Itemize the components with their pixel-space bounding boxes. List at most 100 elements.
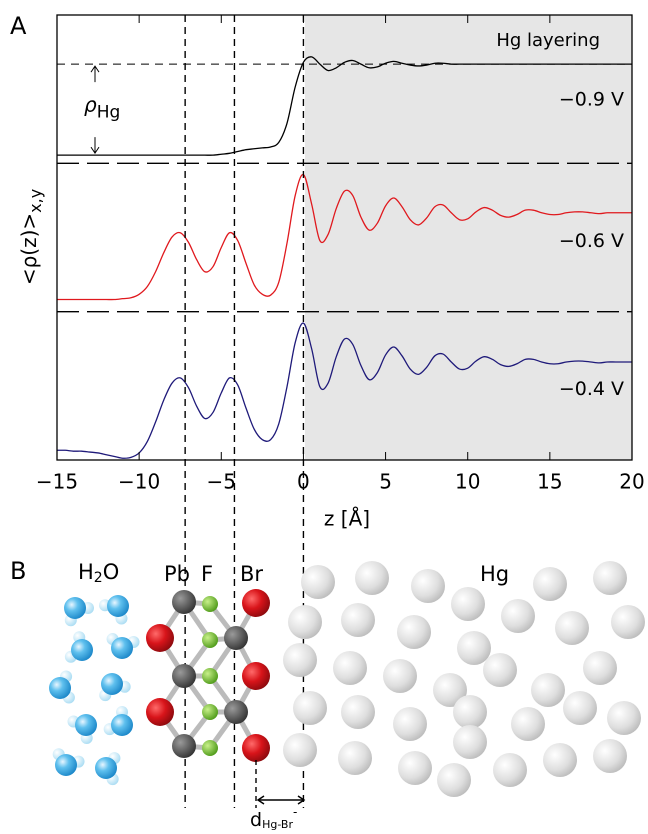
pb-atom (224, 626, 248, 650)
hg-atom (457, 631, 491, 665)
water-label: H2O (78, 560, 119, 586)
water-oxygen (107, 595, 129, 617)
illustration: B H2O Pb F Br Hg dHg-Br- (10, 557, 645, 831)
pb-atom (224, 700, 248, 724)
hg-atom (483, 653, 517, 687)
annotation: Hg layering (496, 30, 600, 51)
water-oxygen (71, 639, 93, 661)
x-tick-label: −10 (118, 470, 160, 494)
water-oxygen (49, 677, 71, 699)
water-sub: 2 (94, 570, 103, 586)
x-tick-label: 10 (455, 470, 480, 494)
hg-atom (533, 567, 567, 601)
hg-atom (338, 741, 372, 775)
hg-atom (283, 643, 317, 677)
water-oxygen (64, 597, 86, 619)
hg-atom (283, 733, 317, 767)
f-atom (202, 740, 218, 756)
water-oxygen (111, 714, 133, 736)
distance-d: d (250, 809, 262, 831)
hg-atom (453, 725, 487, 759)
hg-atom (433, 673, 467, 707)
f-atom (202, 704, 218, 720)
br-atom (146, 698, 174, 726)
hg-atom (341, 603, 375, 637)
x-tick-label: −5 (207, 470, 236, 494)
water-oxygen (95, 757, 117, 779)
arrowhead (256, 795, 265, 805)
hg-atom (411, 569, 445, 603)
hg-atom (288, 605, 322, 639)
f-label: F (201, 562, 213, 586)
hg-atom (501, 599, 535, 633)
water-h: H (78, 560, 94, 584)
hg-atom (451, 587, 485, 621)
x-tick-label: −15 (36, 470, 78, 494)
hg-atom (393, 707, 427, 741)
x-tick-label: 20 (619, 470, 644, 494)
hg-atom (333, 651, 367, 685)
br-label: Br (240, 562, 263, 586)
hg-atom (593, 739, 627, 773)
pb-atom (172, 590, 196, 614)
distance-sup: - (293, 805, 297, 819)
plot-frame (56, 14, 633, 461)
hg-atom (593, 561, 627, 595)
rho-label: ρHg (84, 92, 120, 123)
pb-label: Pb (164, 562, 190, 586)
panel-label: B (10, 557, 26, 585)
x-axis-label: z [Å] (324, 507, 370, 531)
hg-atom (383, 659, 417, 693)
hg-atom (341, 695, 375, 729)
hg-atom (293, 691, 327, 725)
density-line (56, 173, 632, 301)
water-o: O (103, 560, 120, 584)
hg-atom (531, 673, 565, 707)
x-tick-label: 5 (379, 470, 392, 494)
br-atom (242, 734, 270, 762)
br-atom (146, 624, 174, 652)
water-oxygen (101, 673, 123, 695)
hg-atom (453, 695, 487, 729)
hg-atom (607, 701, 641, 735)
br-atom (242, 589, 270, 617)
hg-atom (611, 605, 645, 639)
hg-atom (398, 751, 432, 785)
distance-label: dHg-Br- (250, 805, 297, 832)
x-tick-label: 0 (297, 470, 310, 494)
hg-atom (563, 691, 597, 725)
series-label: −0.9 V (559, 89, 624, 111)
panel-label: A (10, 12, 27, 40)
water-oxygen (75, 714, 97, 736)
hg-atom (543, 743, 577, 777)
series-label: −0.6 V (559, 230, 624, 252)
density-line (56, 322, 632, 459)
pb-atom (172, 664, 196, 688)
br-atom (242, 662, 270, 690)
distance-sub: Hg-Br (262, 818, 293, 831)
x-tick-label: 15 (537, 470, 562, 494)
water-oxygen (111, 637, 133, 659)
f-atom (202, 596, 218, 612)
hg-label: Hg (480, 562, 509, 586)
hg-atom (397, 615, 431, 649)
series-label: −0.4 V (559, 378, 624, 400)
y-axis-label: <ρ(z)>x,y (17, 189, 45, 285)
y-axis-label-main: <ρ(z)> (17, 213, 41, 285)
f-atom (202, 668, 218, 684)
rho-symbol: ρ (84, 92, 97, 116)
f-atom (202, 632, 218, 648)
rho-arrowhead (90, 146, 100, 155)
water-oxygen (55, 754, 77, 776)
y-axis-label-sub: x,y (26, 189, 45, 213)
arrowhead (297, 795, 306, 805)
hg-atom (511, 707, 545, 741)
hg-atom (355, 561, 389, 595)
hg-atom (301, 565, 335, 599)
hg-atom (555, 611, 589, 645)
hg-atom (583, 651, 617, 685)
hg-atom (493, 753, 527, 787)
rho-subscript: Hg (97, 103, 121, 123)
